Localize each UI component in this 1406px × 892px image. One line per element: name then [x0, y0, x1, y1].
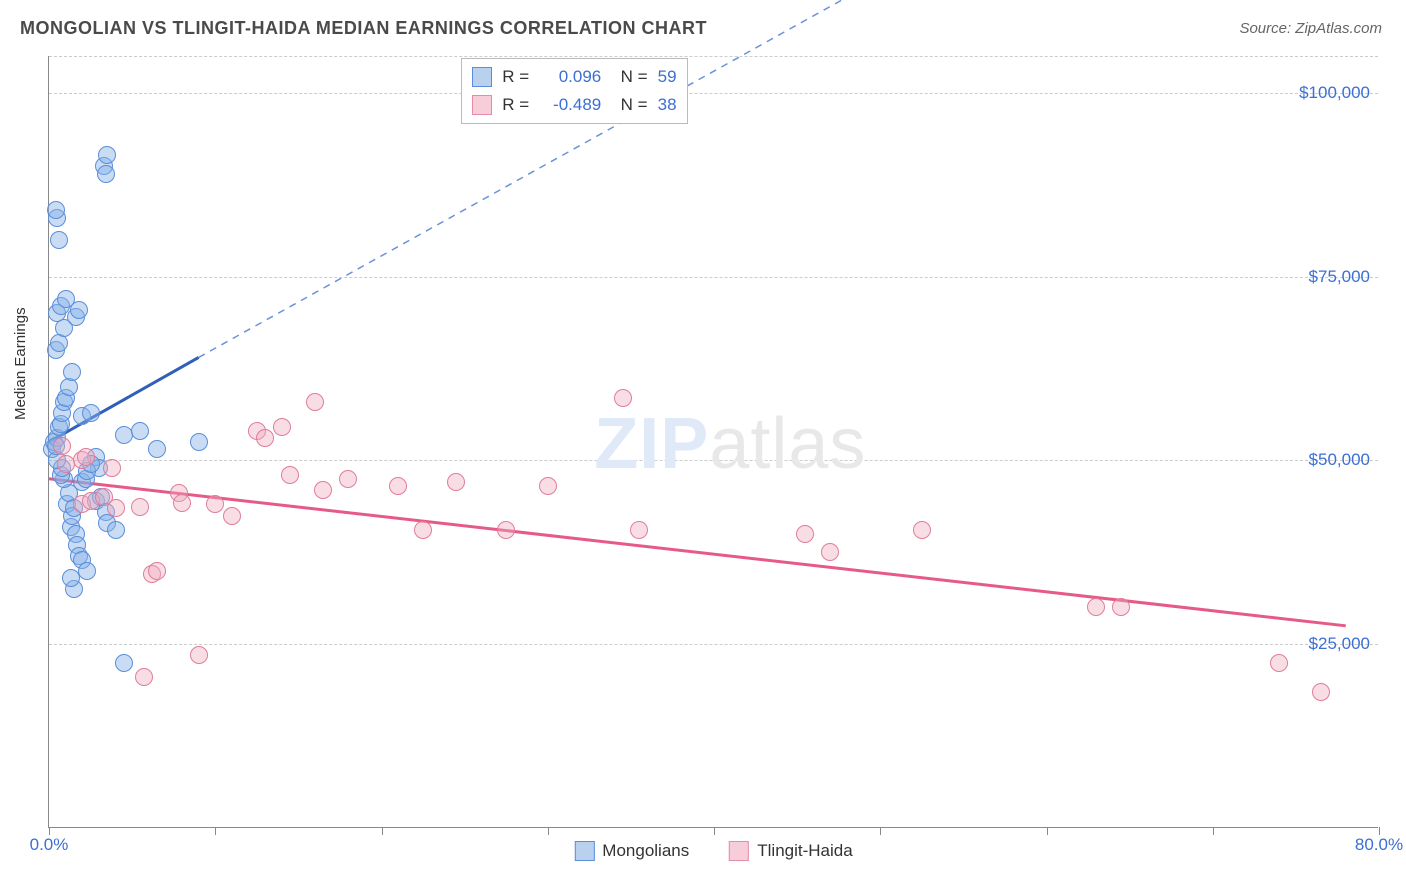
data-point	[50, 231, 68, 249]
x-tick-mark	[215, 827, 216, 835]
data-point	[107, 521, 125, 539]
data-point	[148, 440, 166, 458]
data-point	[206, 495, 224, 513]
x-tick-label: 80.0%	[1355, 835, 1403, 855]
x-tick-mark	[880, 827, 881, 835]
data-point	[821, 543, 839, 561]
data-point	[190, 646, 208, 664]
data-point	[97, 165, 115, 183]
data-point	[82, 404, 100, 422]
data-point	[103, 459, 121, 477]
data-point	[256, 429, 274, 447]
data-point	[135, 668, 153, 686]
stat-label: N =	[611, 91, 647, 119]
data-point	[77, 448, 95, 466]
series-swatch	[472, 95, 492, 115]
series-swatch	[472, 67, 492, 87]
n-value: 59	[658, 63, 677, 91]
data-point	[339, 470, 357, 488]
data-point	[107, 499, 125, 517]
data-point	[314, 481, 332, 499]
data-point	[281, 466, 299, 484]
data-point	[98, 146, 116, 164]
r-value: -0.489	[539, 91, 601, 119]
data-point	[47, 201, 65, 219]
stat-label: N =	[611, 63, 647, 91]
data-point	[148, 562, 166, 580]
data-point	[1270, 654, 1288, 672]
data-point	[913, 521, 931, 539]
data-point	[131, 498, 149, 516]
data-point	[115, 654, 133, 672]
data-point	[630, 521, 648, 539]
data-point	[796, 525, 814, 543]
x-tick-mark	[1213, 827, 1214, 835]
data-point	[173, 494, 191, 512]
data-point	[70, 301, 88, 319]
data-point	[389, 477, 407, 495]
series-legend: Mongolians Tlingit-Haida	[574, 841, 852, 861]
data-point	[190, 433, 208, 451]
x-tick-mark	[382, 827, 383, 835]
stat-label: R =	[502, 91, 529, 119]
x-tick-mark	[548, 827, 549, 835]
data-point	[78, 562, 96, 580]
y-axis-label: Median Earnings	[12, 307, 29, 420]
scatter-plot: $25,000$50,000$75,000$100,0000.0%80.0%ZI…	[48, 56, 1378, 828]
x-tick-mark	[49, 827, 50, 835]
x-tick-mark	[1379, 827, 1380, 835]
legend-item: Mongolians	[574, 841, 689, 861]
legend-swatch	[574, 841, 594, 861]
stats-row: R = 0.096 N = 59	[472, 63, 676, 91]
x-tick-label: 0.0%	[30, 835, 69, 855]
source-attribution: Source: ZipAtlas.com	[1239, 20, 1382, 37]
data-point	[1087, 598, 1105, 616]
data-point	[539, 477, 557, 495]
data-point	[614, 389, 632, 407]
legend-item: Tlingit-Haida	[729, 841, 852, 861]
data-point	[53, 437, 71, 455]
data-point	[57, 455, 75, 473]
n-value: 38	[658, 91, 677, 119]
data-point	[1312, 683, 1330, 701]
correlation-stats-box: R = 0.096 N = 59 R = -0.489 N = 38	[461, 58, 687, 124]
data-point	[115, 426, 133, 444]
data-point	[62, 569, 80, 587]
data-point	[63, 363, 81, 381]
data-point	[447, 473, 465, 491]
data-point	[497, 521, 515, 539]
data-point	[273, 418, 291, 436]
r-value: 0.096	[539, 63, 601, 91]
data-point	[131, 422, 149, 440]
legend-swatch	[729, 841, 749, 861]
data-point	[1112, 598, 1130, 616]
trend-lines	[49, 56, 1379, 828]
legend-label: Tlingit-Haida	[757, 841, 852, 861]
x-tick-mark	[1047, 827, 1048, 835]
data-point	[306, 393, 324, 411]
legend-label: Mongolians	[602, 841, 689, 861]
chart-title: MONGOLIAN VS TLINGIT-HAIDA MEDIAN EARNIN…	[20, 18, 707, 39]
data-point	[414, 521, 432, 539]
x-tick-mark	[714, 827, 715, 835]
data-point	[223, 507, 241, 525]
stats-row: R = -0.489 N = 38	[472, 91, 676, 119]
stat-label: R =	[502, 63, 529, 91]
